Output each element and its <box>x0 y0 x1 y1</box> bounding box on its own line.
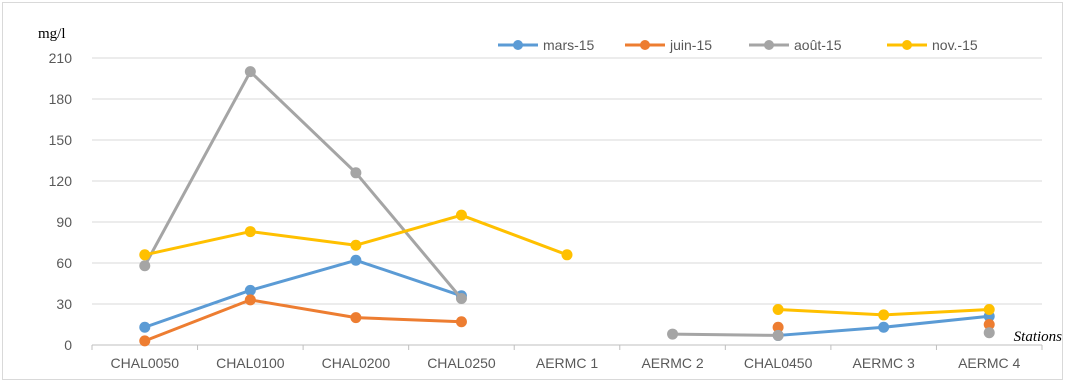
axes <box>91 344 1043 350</box>
legend: mars-15 juin-15 août-15 nov.-15 <box>498 37 978 53</box>
series-lines <box>139 66 995 347</box>
legend-item: juin-15 <box>625 37 712 53</box>
data-point <box>772 321 784 333</box>
gridlines <box>92 57 1042 305</box>
data-point <box>772 303 784 315</box>
legend-marker <box>640 40 650 50</box>
data-point <box>983 319 995 330</box>
data-point <box>878 321 890 333</box>
data-point <box>350 239 362 251</box>
y-tick-label: 0 <box>64 337 72 353</box>
data-point <box>244 294 256 306</box>
series-line <box>143 298 463 343</box>
series-line <box>671 332 780 337</box>
legend-label: nov.-15 <box>932 37 978 53</box>
data-point <box>139 260 151 272</box>
data-point <box>455 293 467 305</box>
data-point <box>983 327 995 339</box>
data-point <box>878 309 890 321</box>
y-tick-label: 30 <box>56 296 72 312</box>
data-point <box>667 328 679 340</box>
y-axis-label: mg/l <box>38 26 66 42</box>
x-tick-label: CHAL0250 <box>427 355 496 371</box>
legend-marker <box>902 40 912 50</box>
legend-label: juin-15 <box>669 37 712 53</box>
legend-item: août-15 <box>749 37 842 53</box>
series-nov.-15 <box>139 209 995 321</box>
data-point <box>350 167 362 179</box>
series-line <box>143 70 463 301</box>
data-point <box>561 249 573 261</box>
legend-marker <box>764 40 774 50</box>
legend-label: août-15 <box>794 37 842 53</box>
tick-labels: 0 30 60 90 120 150 180 210 CHAL0050 CHAL0100 CHAL0… <box>49 50 1021 371</box>
y-tick-label: 210 <box>49 50 73 66</box>
legend-item: nov.-15 <box>887 37 978 53</box>
x-tick-label: CHAL0450 <box>744 355 813 371</box>
data-point <box>244 284 256 296</box>
data-point <box>455 316 467 328</box>
legend-label: mars-15 <box>543 37 595 53</box>
x-tick-label: AERMC 1 <box>536 355 598 371</box>
data-point <box>244 66 256 78</box>
data-point <box>983 303 995 315</box>
data-point <box>139 335 151 347</box>
data-point <box>455 209 467 221</box>
y-tick-label: 120 <box>49 173 73 189</box>
x-tick-label: CHAL0200 <box>322 355 391 371</box>
series-line <box>143 258 463 329</box>
data-point <box>350 312 362 324</box>
data-point <box>139 249 151 261</box>
data-point <box>139 321 151 333</box>
series-août-15 <box>139 66 995 341</box>
data-point <box>244 226 256 238</box>
y-tick-label: 60 <box>56 255 72 271</box>
series-juin-15 <box>139 294 995 347</box>
x-tick-label: AERMC 2 <box>641 355 703 371</box>
x-axis-label: Stations <box>1014 329 1063 345</box>
legend-item: mars-15 <box>498 37 595 53</box>
x-tick-label: CHAL0100 <box>216 355 285 371</box>
x-tick-label: AERMC 4 <box>958 355 1020 371</box>
legend-marker <box>513 40 523 50</box>
y-tick-label: 150 <box>49 132 73 148</box>
x-tick-label: CHAL0050 <box>111 355 180 371</box>
x-tick-label: AERMC 3 <box>853 355 915 371</box>
data-point <box>350 254 362 266</box>
y-tick-label: 90 <box>56 214 72 230</box>
y-tick-label: 180 <box>49 91 73 107</box>
data-point <box>772 329 784 341</box>
series-mars-15 <box>139 254 995 341</box>
